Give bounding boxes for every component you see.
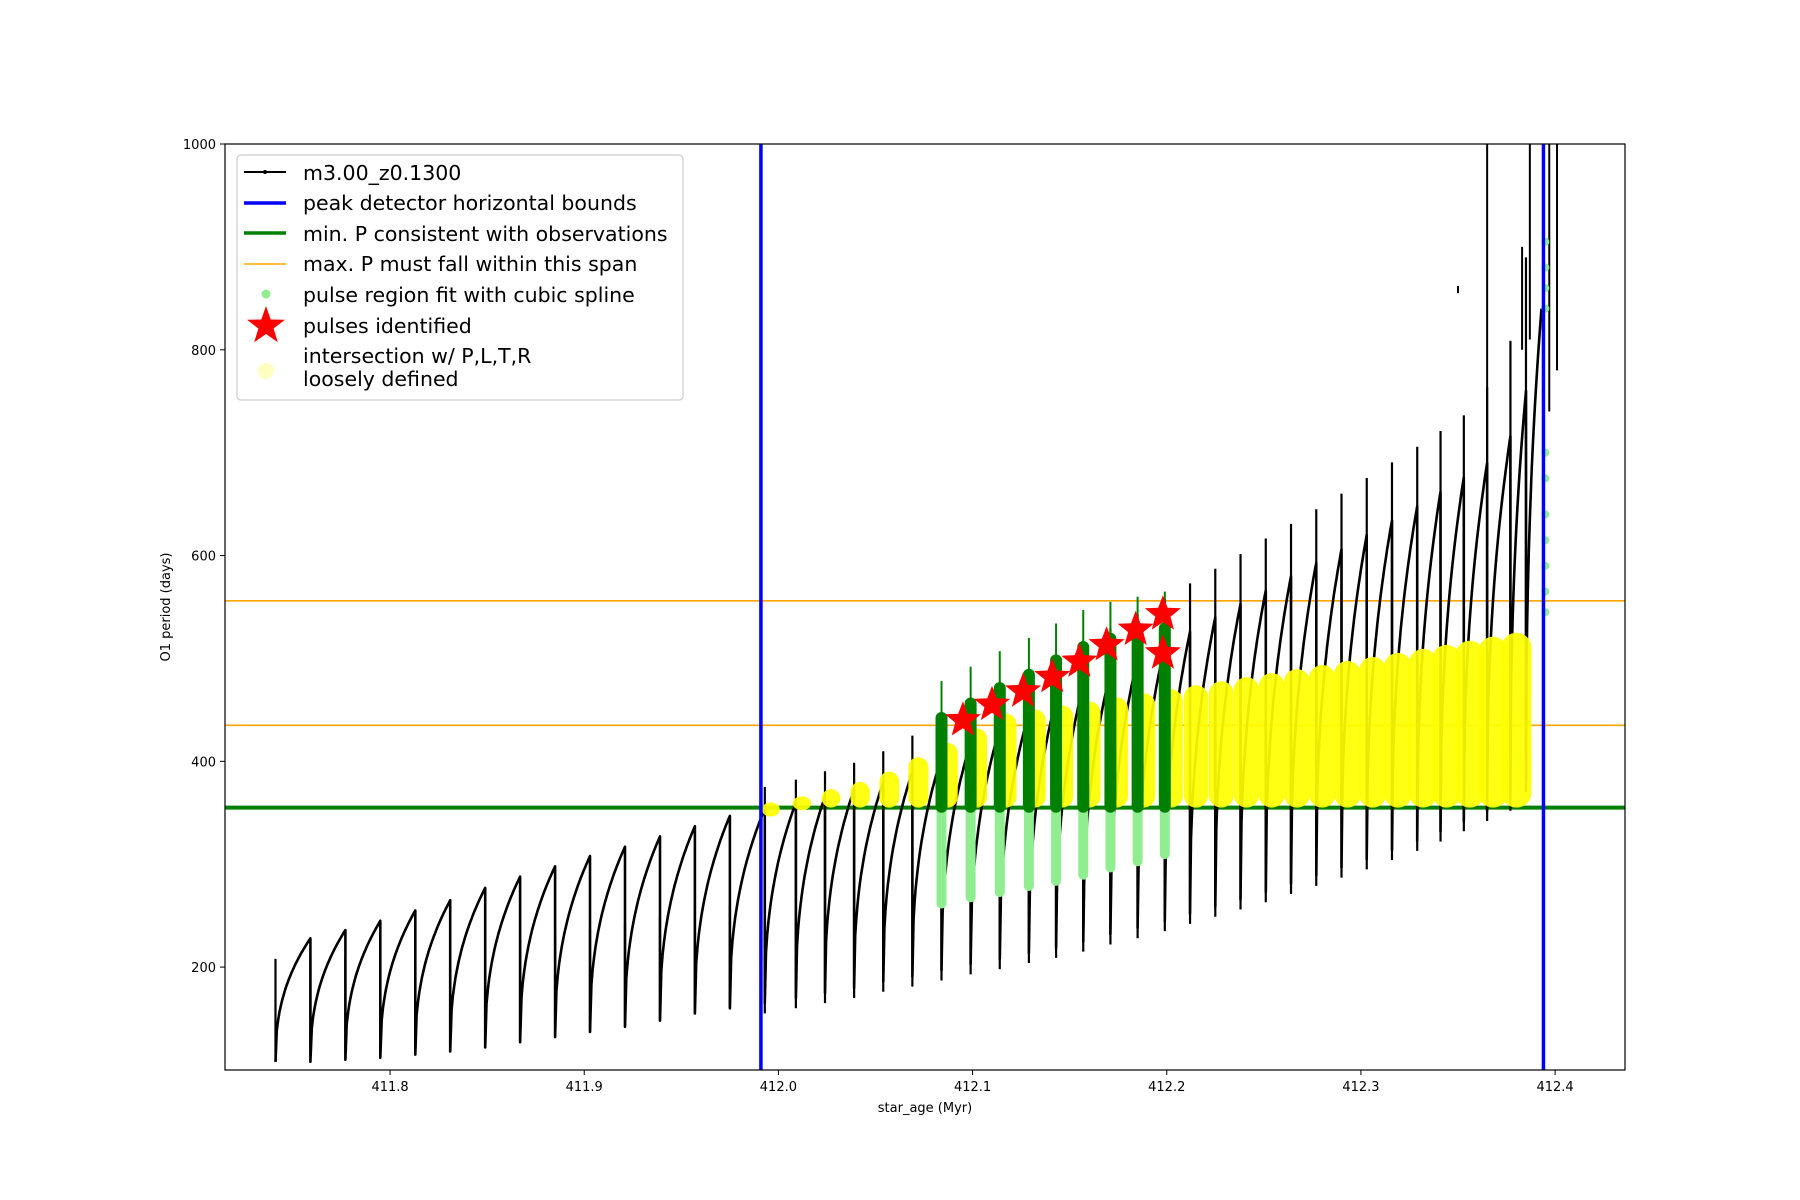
- intersection-blob: [1334, 661, 1362, 808]
- plot-area: [225, 144, 1625, 1070]
- intersection-blob: [761, 802, 780, 817]
- intersection-blob: [1478, 636, 1508, 808]
- x-tick-label: 412.4: [1536, 1080, 1573, 1095]
- pulse-star: [1005, 672, 1042, 707]
- pulse-star: [1034, 658, 1071, 693]
- legend-marker-intersection: [258, 363, 274, 379]
- legend-marker-star: [247, 306, 285, 343]
- legend-label-max-p: max. P must fall within this span: [303, 252, 637, 276]
- x-tick-label: 411.9: [566, 1080, 603, 1095]
- bounds-lines: [759, 144, 1546, 1070]
- intersection-blob: [1359, 656, 1387, 808]
- selected-column: [1158, 622, 1171, 813]
- pulse-star: [944, 701, 981, 736]
- legend-marker-spline: [261, 289, 271, 299]
- y-tick-label: 600: [191, 550, 216, 565]
- x-tick-label: 412.0: [760, 1080, 797, 1095]
- intersection-blob: [1308, 665, 1336, 808]
- legend: m3.00_z0.1300 peak detector horizontal b…: [236, 154, 684, 401]
- identified-pulses: [944, 595, 1181, 736]
- intersection-blob: [1501, 632, 1532, 808]
- selected-column: [1050, 654, 1063, 813]
- intersection-blob: [1384, 652, 1412, 808]
- pulse-star: [973, 685, 1011, 721]
- y-tick-label: 200: [191, 961, 216, 976]
- legend-label-intersection-2: loosely defined: [303, 367, 459, 391]
- plot-frame: [224, 143, 1626, 1071]
- intersection-blob: [908, 757, 929, 808]
- x-axis-label: star_age (Myr): [878, 1101, 972, 1116]
- x-tick-label: 411.8: [371, 1080, 408, 1095]
- legend-label-min-p: min. P consistent with observations: [303, 222, 668, 246]
- intersection-points: [761, 632, 1532, 817]
- legend-label-spline: pulse region fit with cubic spline: [303, 283, 635, 307]
- y-tick-label: 400: [191, 755, 216, 770]
- pulse-star: [1144, 634, 1181, 669]
- x-tick-label: 412.2: [1148, 1080, 1185, 1095]
- selected-column: [1104, 632, 1117, 813]
- legend-label-track: m3.00_z0.1300: [303, 161, 461, 186]
- pulse-star: [1144, 595, 1181, 630]
- legend-label-intersection: intersection w/ P,L,T,R: [303, 344, 531, 368]
- intersection-blob: [1432, 644, 1461, 808]
- selected-column: [935, 711, 948, 813]
- pulse-star: [1088, 626, 1125, 661]
- intersection-blob: [1258, 673, 1285, 808]
- pulse-star: [1061, 642, 1098, 677]
- period-track: [274, 144, 1559, 1064]
- intersection-blob: [1233, 677, 1260, 808]
- legend-label-star: pulses identified: [303, 314, 472, 338]
- intersection-blob: [1455, 640, 1485, 808]
- y-tick-label: 1000: [183, 138, 216, 153]
- y-axis: 200 400 600 800 1000: [183, 138, 225, 976]
- selected-pulse-segments: [935, 591, 1171, 813]
- selected-column: [1077, 640, 1090, 813]
- intersection-blob: [792, 796, 812, 811]
- intersection-blob: [1183, 685, 1209, 808]
- legend-box: [236, 154, 684, 401]
- x-tick-label: 412.3: [1342, 1080, 1379, 1095]
- pulse-star: [1117, 610, 1154, 645]
- y-tick-label: 800: [191, 344, 216, 359]
- legend-label-bounds: peak detector horizontal bounds: [303, 191, 637, 215]
- x-axis: 411.8 411.9 412.0 412.1 412.2 412.3 412.4: [371, 1070, 1574, 1095]
- intersection-blob: [850, 781, 870, 808]
- intersection-blob: [1409, 648, 1438, 808]
- intersection-blob: [1208, 681, 1234, 808]
- x-tick-label: 412.1: [954, 1080, 991, 1095]
- selected-column: [1131, 627, 1144, 813]
- intersection-blob: [1283, 669, 1311, 808]
- intersection-blob: [821, 789, 841, 808]
- y-axis-label: O1 period (days): [159, 552, 174, 661]
- intersection-blob: [879, 771, 900, 808]
- legend-marker-track-dot: [263, 170, 267, 174]
